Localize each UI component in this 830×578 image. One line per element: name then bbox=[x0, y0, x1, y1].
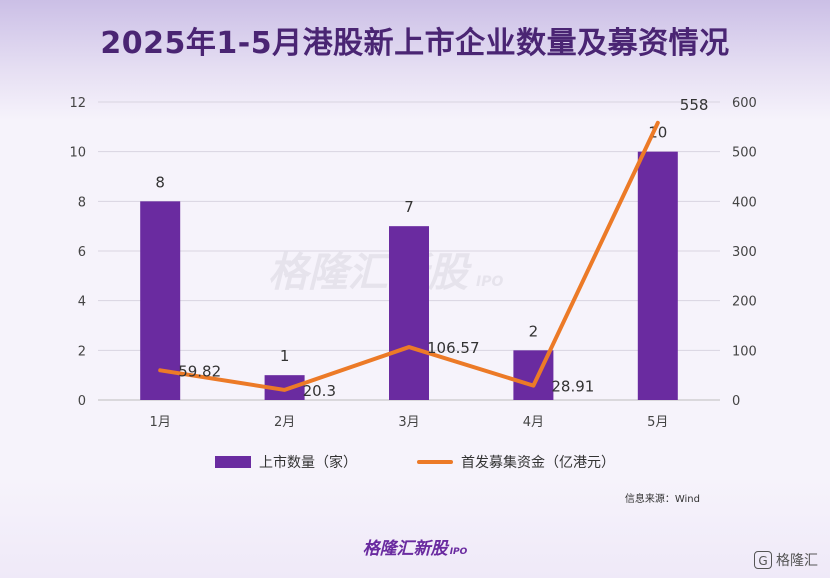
watermark: 格隆汇新股 IPO bbox=[268, 250, 504, 296]
x-tick-label: 5月 bbox=[647, 415, 668, 430]
legend-item-bar: 上市数量（家） bbox=[215, 452, 357, 472]
legend-label-line: 首发募集资金（亿港元） bbox=[461, 455, 615, 471]
y-right-tick-label: 500 bbox=[732, 146, 757, 161]
y-right-tick-label: 400 bbox=[732, 195, 757, 210]
x-tick-label: 3月 bbox=[398, 415, 419, 430]
legend-swatch-bar bbox=[215, 456, 251, 468]
line-data-label: 106.57 bbox=[427, 339, 480, 357]
line-data-label: 558 bbox=[680, 96, 709, 114]
bar bbox=[140, 201, 181, 400]
y-left-tick-label: 8 bbox=[78, 195, 86, 210]
source-note: 信息来源：Wind bbox=[624, 494, 700, 505]
y-left-tick-label: 2 bbox=[78, 344, 86, 359]
line-data-label: 28.91 bbox=[551, 378, 594, 396]
y-right-tick-label: 300 bbox=[732, 245, 757, 260]
y-right-tick-label: 200 bbox=[732, 295, 757, 310]
legend-label-bar: 上市数量（家） bbox=[259, 455, 357, 471]
y-left-tick-label: 12 bbox=[69, 96, 86, 111]
legend-item-line: 首发募集资金（亿港元） bbox=[417, 452, 615, 472]
bar-data-label: 7 bbox=[404, 198, 414, 216]
chart-legend: 上市数量（家） 首发募集资金（亿港元） bbox=[0, 452, 830, 472]
y-left-tick-label: 4 bbox=[78, 295, 86, 310]
corner-logo-text: 格隆汇 bbox=[776, 553, 818, 569]
y-right-tick-label: 0 bbox=[732, 394, 740, 409]
line-data-label: 59.82 bbox=[178, 362, 221, 380]
bar-data-label: 1 bbox=[280, 347, 290, 365]
chart-title: 2025年1-5月港股新上市企业数量及募资情况 bbox=[100, 26, 730, 61]
x-tick-label: 1月 bbox=[150, 415, 171, 430]
legend-swatch-line bbox=[417, 460, 453, 464]
logo-icon: G bbox=[754, 551, 772, 569]
bar-data-label: 8 bbox=[155, 173, 165, 191]
y-left-tick-label: 0 bbox=[78, 394, 86, 409]
y-left-tick-label: 6 bbox=[78, 245, 86, 260]
x-tick-label: 4月 bbox=[523, 415, 544, 430]
bar-data-label: 2 bbox=[529, 322, 539, 340]
bar bbox=[637, 151, 678, 400]
y-left-tick-label: 10 bbox=[69, 146, 86, 161]
line-data-label: 20.3 bbox=[303, 382, 336, 400]
corner-logo: G 格隆汇 bbox=[754, 550, 818, 570]
footer-brand: 格隆汇新股 IPO bbox=[362, 539, 468, 559]
y-right-tick-label: 600 bbox=[732, 96, 757, 111]
y-right-tick-label: 100 bbox=[732, 344, 757, 359]
x-tick-label: 2月 bbox=[274, 415, 295, 430]
bar bbox=[389, 226, 429, 400]
